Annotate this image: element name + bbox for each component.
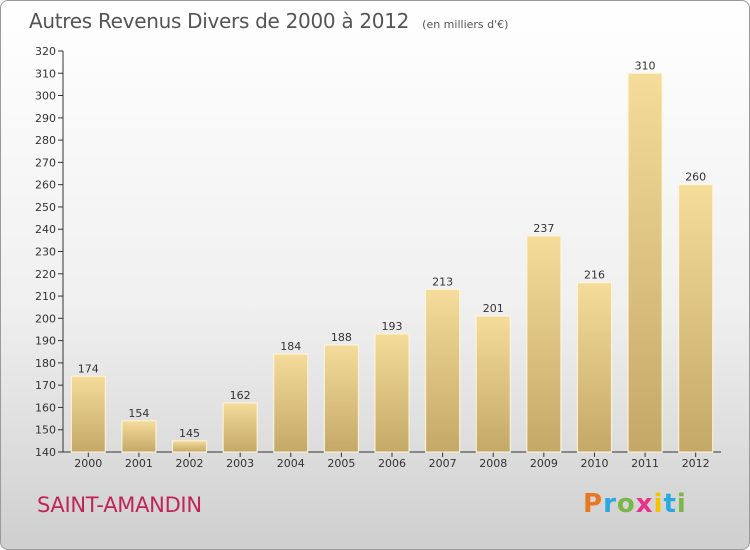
- data-label: 216: [584, 269, 605, 282]
- data-label: 184: [280, 340, 301, 353]
- logo-letter: o: [616, 489, 636, 519]
- y-tick-label: 200: [35, 312, 56, 325]
- bar: [323, 344, 359, 453]
- chart-subtitle: (en milliers d'€): [422, 18, 509, 31]
- y-tick-label: 170: [35, 379, 56, 392]
- axes: 140 150 160 170 180 190 200 210 220 230 240 250 260 2…: [35, 45, 721, 470]
- bar: [273, 353, 309, 453]
- proxiti-logo: Proxiti: [583, 489, 687, 519]
- logo-letter: P: [583, 489, 604, 519]
- data-label: 193: [382, 320, 403, 333]
- data-label: 237: [533, 222, 554, 235]
- bar: [374, 333, 410, 453]
- x-tick-label: 2007: [429, 457, 457, 470]
- data-label: 154: [128, 407, 149, 420]
- bar: [121, 420, 157, 453]
- logo-letter: r: [603, 489, 617, 519]
- bar: [678, 184, 714, 453]
- y-tick-label: 230: [35, 246, 56, 259]
- x-tick-label: 2000: [74, 457, 102, 470]
- y-tick-label: 300: [35, 90, 56, 103]
- bar: [70, 375, 106, 453]
- y-tick-label: 310: [35, 67, 56, 80]
- bar: [222, 402, 258, 453]
- data-label: 310: [635, 59, 656, 72]
- x-tick-label: 2001: [125, 457, 153, 470]
- x-tick-label: 2006: [378, 457, 406, 470]
- bar: [526, 235, 562, 453]
- y-tick-label: 140: [35, 446, 56, 459]
- data-label: 260: [685, 171, 706, 184]
- y-tick-label: 270: [35, 156, 56, 169]
- bar: [627, 72, 663, 453]
- town-name: SAINT-AMANDIN: [37, 493, 202, 517]
- x-tick-label: 2011: [631, 457, 659, 470]
- x-tick-label: 2002: [176, 457, 204, 470]
- x-tick-label: 2012: [682, 457, 710, 470]
- data-label: 201: [483, 302, 504, 315]
- bar: [576, 282, 612, 453]
- data-label: 213: [432, 275, 453, 288]
- y-tick-label: 210: [35, 290, 56, 303]
- logo-letter: i: [653, 489, 664, 519]
- x-tick-label: 2003: [226, 457, 254, 470]
- logo-letter: i: [676, 489, 687, 519]
- y-tick-label: 250: [35, 201, 56, 214]
- x-tick-label: 2009: [530, 457, 558, 470]
- data-label: 162: [230, 389, 251, 402]
- y-tick-label: 290: [35, 112, 56, 125]
- x-tick-label: 2008: [479, 457, 507, 470]
- title-row: Autres Revenus Divers de 2000 à 2012 (en…: [29, 9, 508, 33]
- bar: [475, 315, 511, 453]
- chart-title: Autres Revenus Divers de 2000 à 2012: [29, 9, 410, 33]
- data-label: 145: [179, 427, 200, 440]
- y-tick-label: 260: [35, 179, 56, 192]
- y-tick-label: 320: [35, 45, 56, 58]
- bar: [172, 440, 208, 453]
- bar: [425, 288, 461, 453]
- logo-letter: x: [635, 489, 654, 519]
- data-label: 174: [78, 362, 99, 375]
- data-label: 188: [331, 331, 352, 344]
- y-tick-label: 160: [35, 401, 56, 414]
- y-tick-label: 150: [35, 424, 56, 437]
- y-tick-label: 180: [35, 357, 56, 370]
- y-tick-label: 240: [35, 223, 56, 236]
- y-tick-label: 190: [35, 335, 56, 348]
- y-tick-label: 220: [35, 268, 56, 281]
- x-tick-label: 2010: [580, 457, 608, 470]
- x-tick-label: 2005: [327, 457, 355, 470]
- bars: [70, 72, 714, 453]
- logo-letter: t: [663, 489, 677, 519]
- data-labels: 174 154 145 162 184 188 193 213 201 237 216 310 260: [78, 59, 706, 440]
- x-tick-label: 2004: [277, 457, 305, 470]
- y-tick-label: 280: [35, 134, 56, 147]
